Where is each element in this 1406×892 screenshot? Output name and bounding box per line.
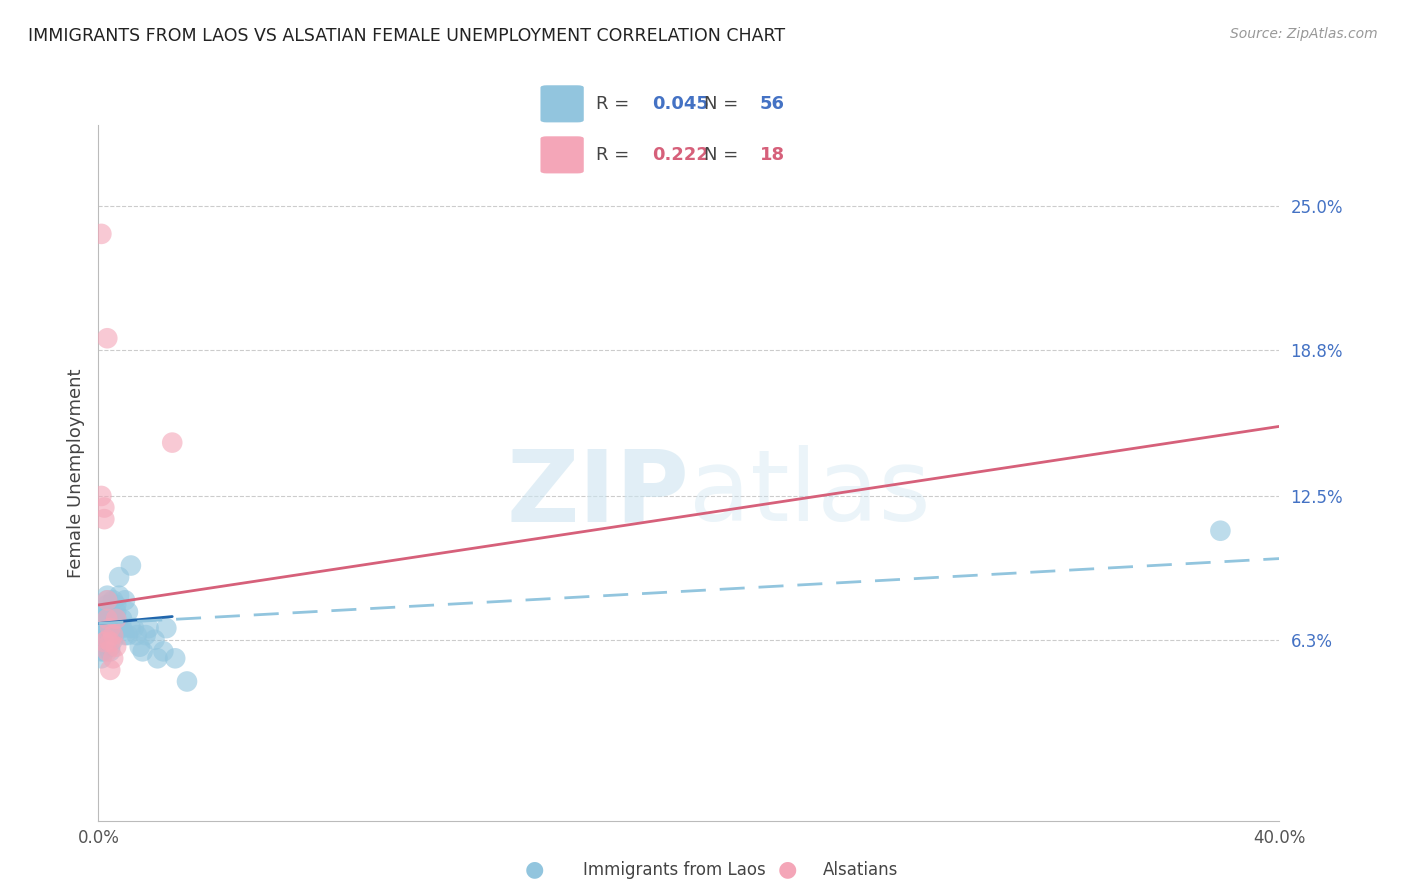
FancyBboxPatch shape <box>540 136 583 173</box>
Point <box>96 632 118 647</box>
Point <box>93 612 115 626</box>
Text: IMMIGRANTS FROM LAOS VS ALSATIAN FEMALE UNEMPLOYMENT CORRELATION CHART: IMMIGRANTS FROM LAOS VS ALSATIAN FEMALE … <box>28 27 785 45</box>
Point <box>96 593 118 607</box>
Point <box>125 628 148 642</box>
Point <box>103 612 125 626</box>
Point <box>96 612 118 626</box>
Point <box>105 605 128 619</box>
Point <box>152 644 174 658</box>
Point <box>155 621 177 635</box>
Point <box>120 558 142 573</box>
Text: Immigrants from Laos: Immigrants from Laos <box>583 861 766 879</box>
Point <box>93 628 115 642</box>
Point <box>90 632 112 647</box>
Point <box>105 640 128 654</box>
Point <box>96 621 118 635</box>
Point <box>98 628 121 642</box>
Point <box>90 621 112 635</box>
Point <box>98 663 121 677</box>
Point <box>90 644 112 658</box>
Text: N =: N = <box>704 95 738 112</box>
Point <box>120 621 142 635</box>
Y-axis label: Female Unemployment: Female Unemployment <box>66 368 84 577</box>
Point <box>128 640 150 654</box>
Point <box>117 628 139 642</box>
Point <box>103 621 125 635</box>
Point <box>98 635 121 649</box>
Text: 0.222: 0.222 <box>652 146 709 164</box>
Point <box>96 644 118 658</box>
Text: Source: ZipAtlas.com: Source: ZipAtlas.com <box>1230 27 1378 41</box>
Point <box>105 598 128 612</box>
Point <box>111 612 134 626</box>
Point <box>111 621 134 635</box>
Point <box>105 621 128 635</box>
Point <box>93 616 115 631</box>
Point <box>114 628 136 642</box>
Text: N =: N = <box>704 146 738 164</box>
Point <box>108 570 131 584</box>
Point <box>162 435 183 450</box>
Point <box>135 628 157 642</box>
Point <box>98 640 121 654</box>
Point <box>132 644 155 658</box>
Point <box>93 635 115 649</box>
Point <box>146 651 169 665</box>
Point <box>138 621 160 635</box>
Point <box>103 632 125 647</box>
Text: atlas: atlas <box>689 445 931 542</box>
Point <box>122 621 145 635</box>
Point <box>117 605 139 619</box>
Text: 0.045: 0.045 <box>652 95 709 112</box>
Point <box>103 628 125 642</box>
Point <box>93 512 115 526</box>
Point <box>98 605 121 619</box>
Point <box>93 605 115 619</box>
Text: ZIP: ZIP <box>506 445 689 542</box>
Point <box>108 621 131 635</box>
Point <box>98 621 121 635</box>
Point <box>90 612 112 626</box>
Point <box>165 651 187 665</box>
Text: 18: 18 <box>761 146 785 164</box>
Text: ●: ● <box>524 860 544 880</box>
Point <box>176 674 198 689</box>
Point <box>96 593 118 607</box>
Point <box>114 593 136 607</box>
Point <box>93 500 115 515</box>
Point <box>103 651 125 665</box>
Point <box>96 589 118 603</box>
Point <box>90 489 112 503</box>
Point <box>96 331 118 345</box>
Point <box>105 612 128 626</box>
Point <box>103 593 125 607</box>
Point <box>108 589 131 603</box>
FancyBboxPatch shape <box>540 86 583 122</box>
Point <box>90 651 112 665</box>
Text: 56: 56 <box>761 95 785 112</box>
Point <box>93 635 115 649</box>
Text: R =: R = <box>596 146 630 164</box>
Point <box>1209 524 1232 538</box>
Point <box>93 644 115 658</box>
Point <box>96 602 118 616</box>
Text: ●: ● <box>778 860 797 880</box>
Point <box>96 628 118 642</box>
Point <box>90 227 112 241</box>
Text: R =: R = <box>596 95 630 112</box>
Point <box>143 632 166 647</box>
Point <box>96 612 118 626</box>
Point <box>98 644 121 658</box>
Point <box>105 612 128 626</box>
Point <box>93 621 115 635</box>
Text: Alsatians: Alsatians <box>823 861 898 879</box>
Point <box>98 616 121 631</box>
Point <box>96 598 118 612</box>
